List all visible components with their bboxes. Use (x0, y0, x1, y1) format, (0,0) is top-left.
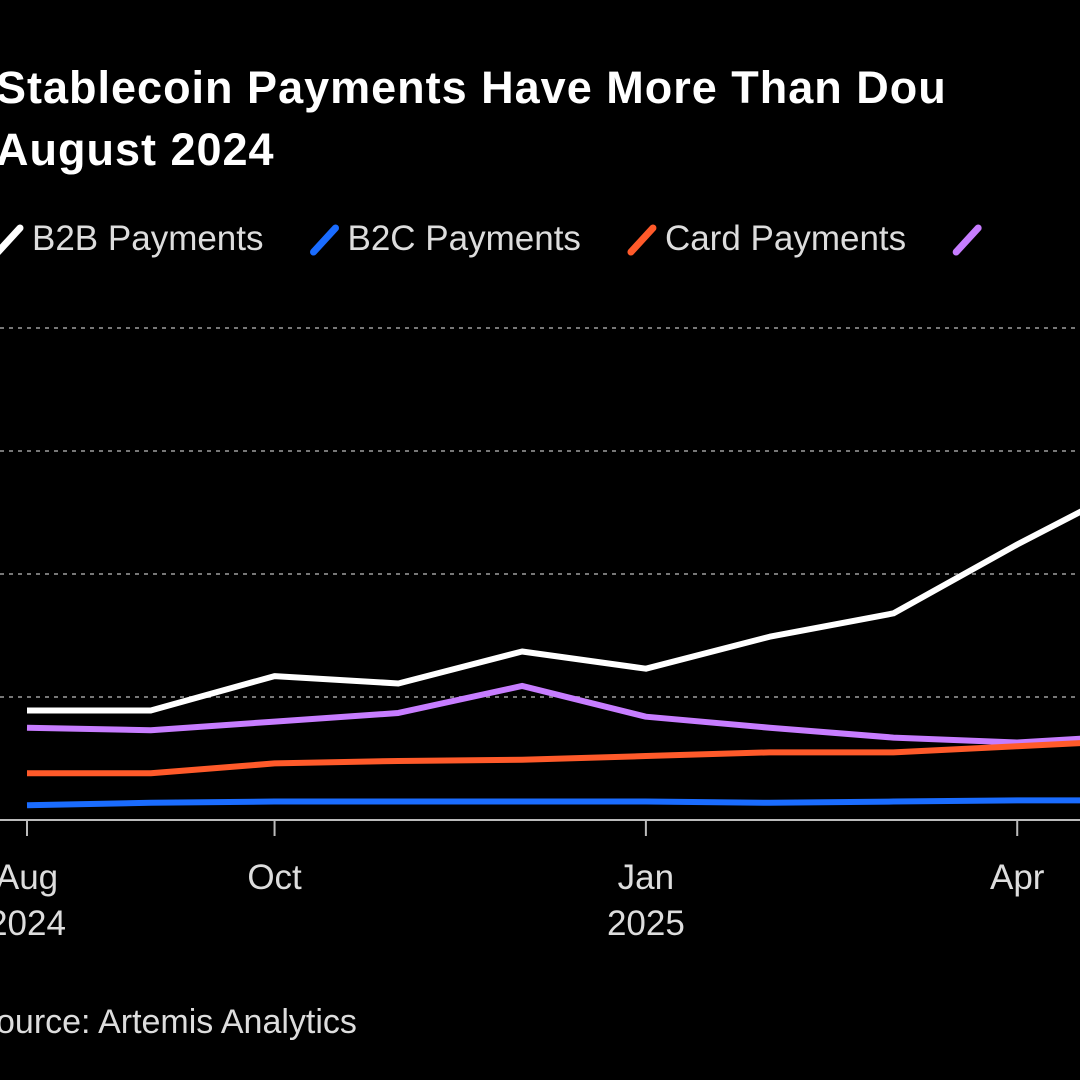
legend-marker (310, 224, 339, 256)
legend-label: B2B Payments (32, 219, 264, 258)
legend-marker (952, 224, 982, 256)
series-line (26, 797, 1080, 809)
x-tick-label: Aug (0, 858, 58, 897)
series-line (27, 740, 1080, 777)
legend-label: Card Payments (665, 219, 906, 258)
chart-title: August 2024 (0, 124, 275, 175)
legend-marker (0, 224, 24, 255)
series-line (26, 682, 1080, 746)
x-tick-label: Jan (618, 858, 674, 897)
source: ource: Artemis Analytics (0, 1003, 357, 1041)
legend-marker (627, 224, 657, 256)
chart-title: Stablecoin Payments Have More Than Dou (0, 62, 947, 113)
x-tick-label: Apr (990, 858, 1045, 897)
x-tick-label: 2025 (607, 904, 685, 943)
legend-label: B2C Payments (348, 219, 581, 258)
x-tick-label: Oct (247, 858, 302, 897)
series-line (27, 508, 1080, 714)
x-tick-label: 2024 (0, 904, 66, 943)
